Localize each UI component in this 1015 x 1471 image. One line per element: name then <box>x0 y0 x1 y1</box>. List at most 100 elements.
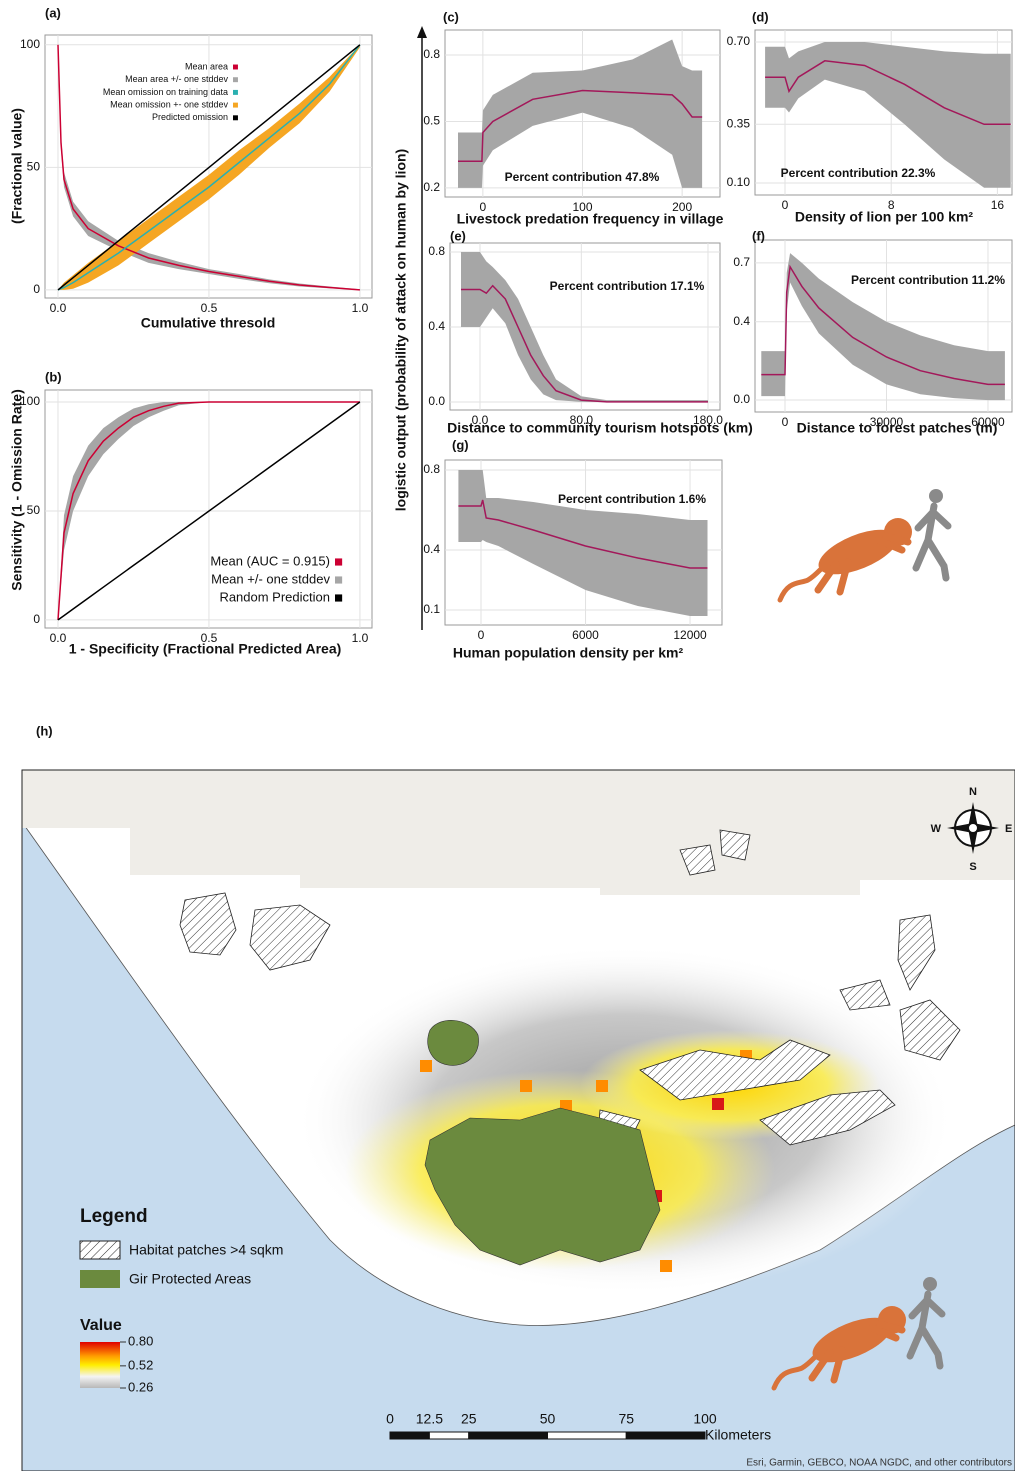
legend-label: Mean omission +- one stddev <box>110 99 228 109</box>
legend-label: Mean area +/- one stddev <box>125 74 228 84</box>
legend-hatch <box>79 1240 121 1260</box>
band <box>458 39 703 188</box>
scale-segment <box>468 1431 548 1440</box>
line <box>761 264 1005 386</box>
band <box>461 252 708 402</box>
line <box>765 60 1011 126</box>
chart-title: (b) <box>45 369 62 384</box>
scale-segment <box>625 1431 706 1440</box>
y-tick-label: 0 <box>33 282 40 296</box>
scale-label: 25 <box>461 1411 477 1427</box>
line <box>461 284 708 403</box>
y-tick-label: 50 <box>27 160 41 174</box>
chart-title: (f) <box>752 228 765 243</box>
scale-label: 12.5 <box>416 1411 443 1427</box>
x-tick-label: 8 <box>888 198 895 212</box>
y-tick-label: 0.1 <box>423 602 440 616</box>
legend-swatch <box>335 558 343 566</box>
gir-protected-area <box>427 1020 479 1066</box>
color-bar <box>80 1342 120 1388</box>
x-tick-label: 0 <box>782 198 789 212</box>
x-axis-label: Distance to community tourism hotspots (… <box>447 420 753 436</box>
x-tick-label: 0 <box>480 200 487 214</box>
arrow-head <box>417 26 427 38</box>
line <box>57 401 361 621</box>
x-axis-label: Livestock predation frequency in village <box>457 211 724 227</box>
chart-title: (a) <box>45 5 61 20</box>
annotation: Percent contribution 47.8% <box>505 170 660 184</box>
base-map-land <box>22 770 1015 895</box>
y-tick-label: 0.0 <box>733 392 750 406</box>
y-tick-label: 0.4 <box>428 319 445 333</box>
legend-label: Mean area <box>185 61 228 71</box>
y-axis-label: (Fractional value) <box>9 108 25 224</box>
scale-unit: Kilometers <box>705 1427 771 1443</box>
legend-item: Gir Protected Areas <box>129 1271 251 1287</box>
legend-swatch <box>233 115 238 121</box>
line <box>57 401 360 620</box>
x-tick-label: 12000 <box>673 628 707 642</box>
scale-segment <box>547 1431 627 1440</box>
y-tick-label: 0.8 <box>428 244 445 258</box>
x-tick-label: 1.0 <box>352 301 369 315</box>
annotation: Percent contribution 17.1% <box>550 279 705 293</box>
map-frame <box>21 769 1015 1471</box>
scale-label: 0 <box>386 1411 394 1427</box>
legend-label: Random Prediction <box>219 589 330 604</box>
compass-n: N <box>969 786 977 798</box>
band <box>765 42 1011 188</box>
x-tick-label: 1.0 <box>352 631 369 645</box>
attribution: Esri, Garmin, GEBCO, NOAA NGDC, and othe… <box>746 1458 1012 1469</box>
compass-s: S <box>969 861 976 873</box>
legend-label: Mean +/- one stddev <box>211 571 330 586</box>
y-tick-label: 0.4 <box>423 542 440 556</box>
gir-protected-area <box>424 1107 661 1266</box>
x-axis-label: Density of lion per 100 km² <box>795 209 973 225</box>
x-tick-label: 200 <box>672 200 692 214</box>
x-tick-label: 0.0 <box>50 301 67 315</box>
legend-swatch <box>233 77 238 83</box>
x-axis-label: 1 - Specificity (Fractional Predicted Ar… <box>69 641 342 657</box>
annotation: Percent contribution 11.2% <box>851 273 1005 287</box>
chart-title: (e) <box>450 228 466 243</box>
x-tick-label: 0.5 <box>201 631 218 645</box>
legend-swatch <box>335 594 343 602</box>
scale-label: 50 <box>540 1411 556 1427</box>
y-tick-label: 0.2 <box>423 180 440 194</box>
legend-green <box>80 1270 120 1288</box>
y-tick-label: 0.35 <box>727 116 751 130</box>
y-tick-label: 0.7 <box>733 255 750 269</box>
scale-label: 100 <box>693 1411 717 1427</box>
y-tick-label: 100 <box>20 394 40 408</box>
map-title: (h) <box>36 723 53 738</box>
color-bar-label: 0.80 <box>128 1333 153 1348</box>
compass-e: E <box>1005 823 1012 835</box>
line <box>57 44 360 291</box>
x-tick-label: 0 <box>478 628 485 642</box>
line <box>458 89 703 163</box>
annotation: Percent contribution 1.6% <box>558 492 706 506</box>
line <box>57 44 361 291</box>
y-axis-label: Sensitivity (1 - Omission Rate) <box>9 389 25 591</box>
y-tick-label: 100 <box>20 37 40 51</box>
legend-swatch <box>233 64 238 70</box>
y-tick-label: 50 <box>27 503 41 517</box>
legend-swatch <box>233 89 238 95</box>
x-tick-label: 0.0 <box>50 631 67 645</box>
shared-y-label: logistic output (probability of attack o… <box>393 149 409 511</box>
annotation: Percent contribution 22.3% <box>781 166 936 180</box>
legend-label: Mean (AUC = 0.915) <box>210 553 330 568</box>
chart-title: (g) <box>452 437 469 452</box>
compass-w: W <box>931 823 942 835</box>
x-tick-label: 0.5 <box>201 301 218 315</box>
y-tick-label: 0.8 <box>423 462 440 476</box>
legend-label: Mean omission on training data <box>103 87 228 97</box>
chart-title: (c) <box>443 9 459 24</box>
line <box>57 44 361 291</box>
x-tick-label: 0.0 <box>472 413 489 427</box>
x-tick-label: 0 <box>782 415 789 429</box>
y-tick-label: 0.5 <box>423 114 440 128</box>
scale-segment <box>389 1431 430 1440</box>
